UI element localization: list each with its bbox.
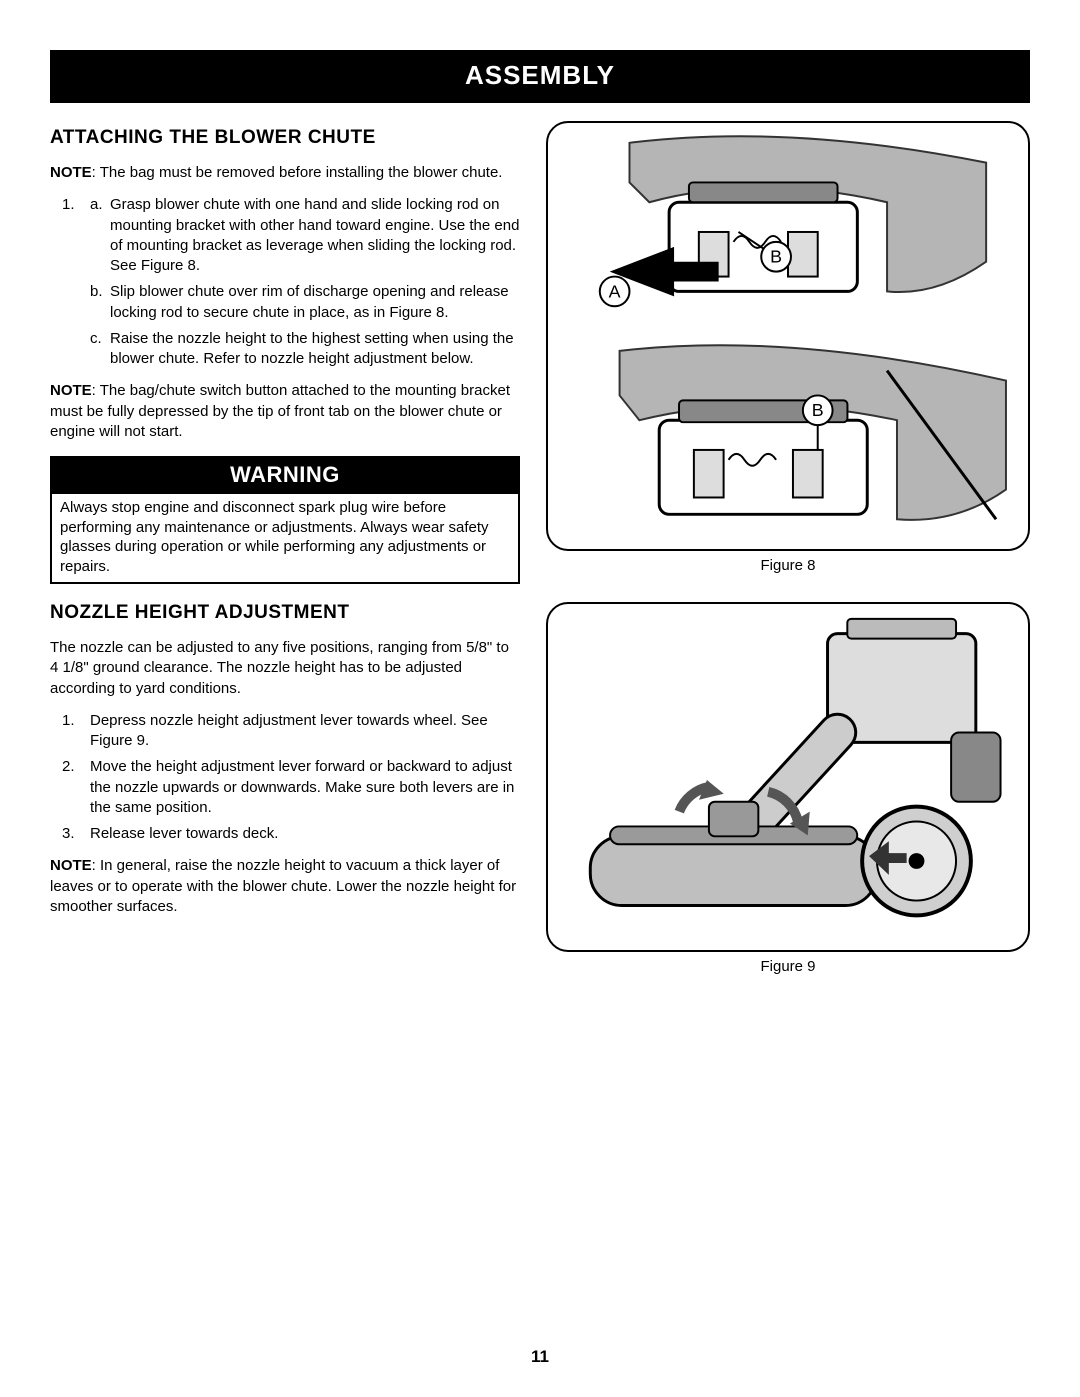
svg-text:B: B	[770, 247, 782, 267]
step-1: a.Grasp blower chute with one hand and s…	[50, 195, 520, 369]
note1-text: : The bag must be removed before install…	[92, 164, 503, 181]
figure-9-label: Figure 9	[546, 958, 1030, 975]
figure-8-illustration: A B B	[548, 123, 1028, 549]
left-column: ATTACHING THE BLOWER CHUTE NOTE: The bag…	[50, 121, 520, 1003]
step-1a: a.Grasp blower chute with one hand and s…	[90, 195, 520, 276]
warning-title: WARNING	[52, 458, 518, 494]
s2-note-text: : In general, raise the nozzle height to…	[50, 857, 516, 915]
section2-steps: Depress nozzle height adjustment lever t…	[50, 711, 520, 845]
note2-text: : The bag/chute switch button attached t…	[50, 382, 510, 440]
section1-steps: a.Grasp blower chute with one hand and s…	[50, 195, 520, 369]
note-label: NOTE	[50, 164, 92, 181]
s2-step2: Move the height adjustment lever forward…	[50, 757, 520, 818]
section2-intro: The nozzle can be adjusted to any five p…	[50, 638, 520, 699]
warning-body: Always stop engine and disconnect spark …	[52, 494, 518, 582]
svg-text:B: B	[812, 400, 824, 420]
figure-9-frame	[546, 602, 1030, 952]
warning-box: WARNING Always stop engine and disconnec…	[50, 456, 520, 584]
section1-note2: NOTE: The bag/chute switch button attach…	[50, 381, 520, 442]
section1-heading: ATTACHING THE BLOWER CHUTE	[50, 127, 520, 149]
section1-note1: NOTE: The bag must be removed before ins…	[50, 163, 520, 183]
step-1b: b.Slip blower chute over rim of discharg…	[90, 282, 520, 323]
figure-9-illustration	[548, 604, 1028, 950]
section2-note: NOTE: In general, raise the nozzle heigh…	[50, 856, 520, 917]
note-label-2: NOTE	[50, 382, 92, 399]
section2-heading: NOZZLE HEIGHT ADJUSTMENT	[50, 602, 520, 624]
svg-text:A: A	[609, 281, 621, 301]
figure-8-frame: A B B	[546, 121, 1030, 551]
figure-8-label: Figure 8	[546, 557, 1030, 574]
assembly-banner: ASSEMBLY	[50, 50, 1030, 103]
page-number: 11	[0, 1347, 1080, 1367]
s2-step1: Depress nozzle height adjustment lever t…	[50, 711, 520, 752]
note-label-3: NOTE	[50, 857, 92, 874]
step-1c: c.Raise the nozzle height to the highest…	[90, 329, 520, 370]
s2-step3: Release lever towards deck.	[50, 824, 520, 844]
right-column: A B B Figure 8	[546, 121, 1030, 1003]
